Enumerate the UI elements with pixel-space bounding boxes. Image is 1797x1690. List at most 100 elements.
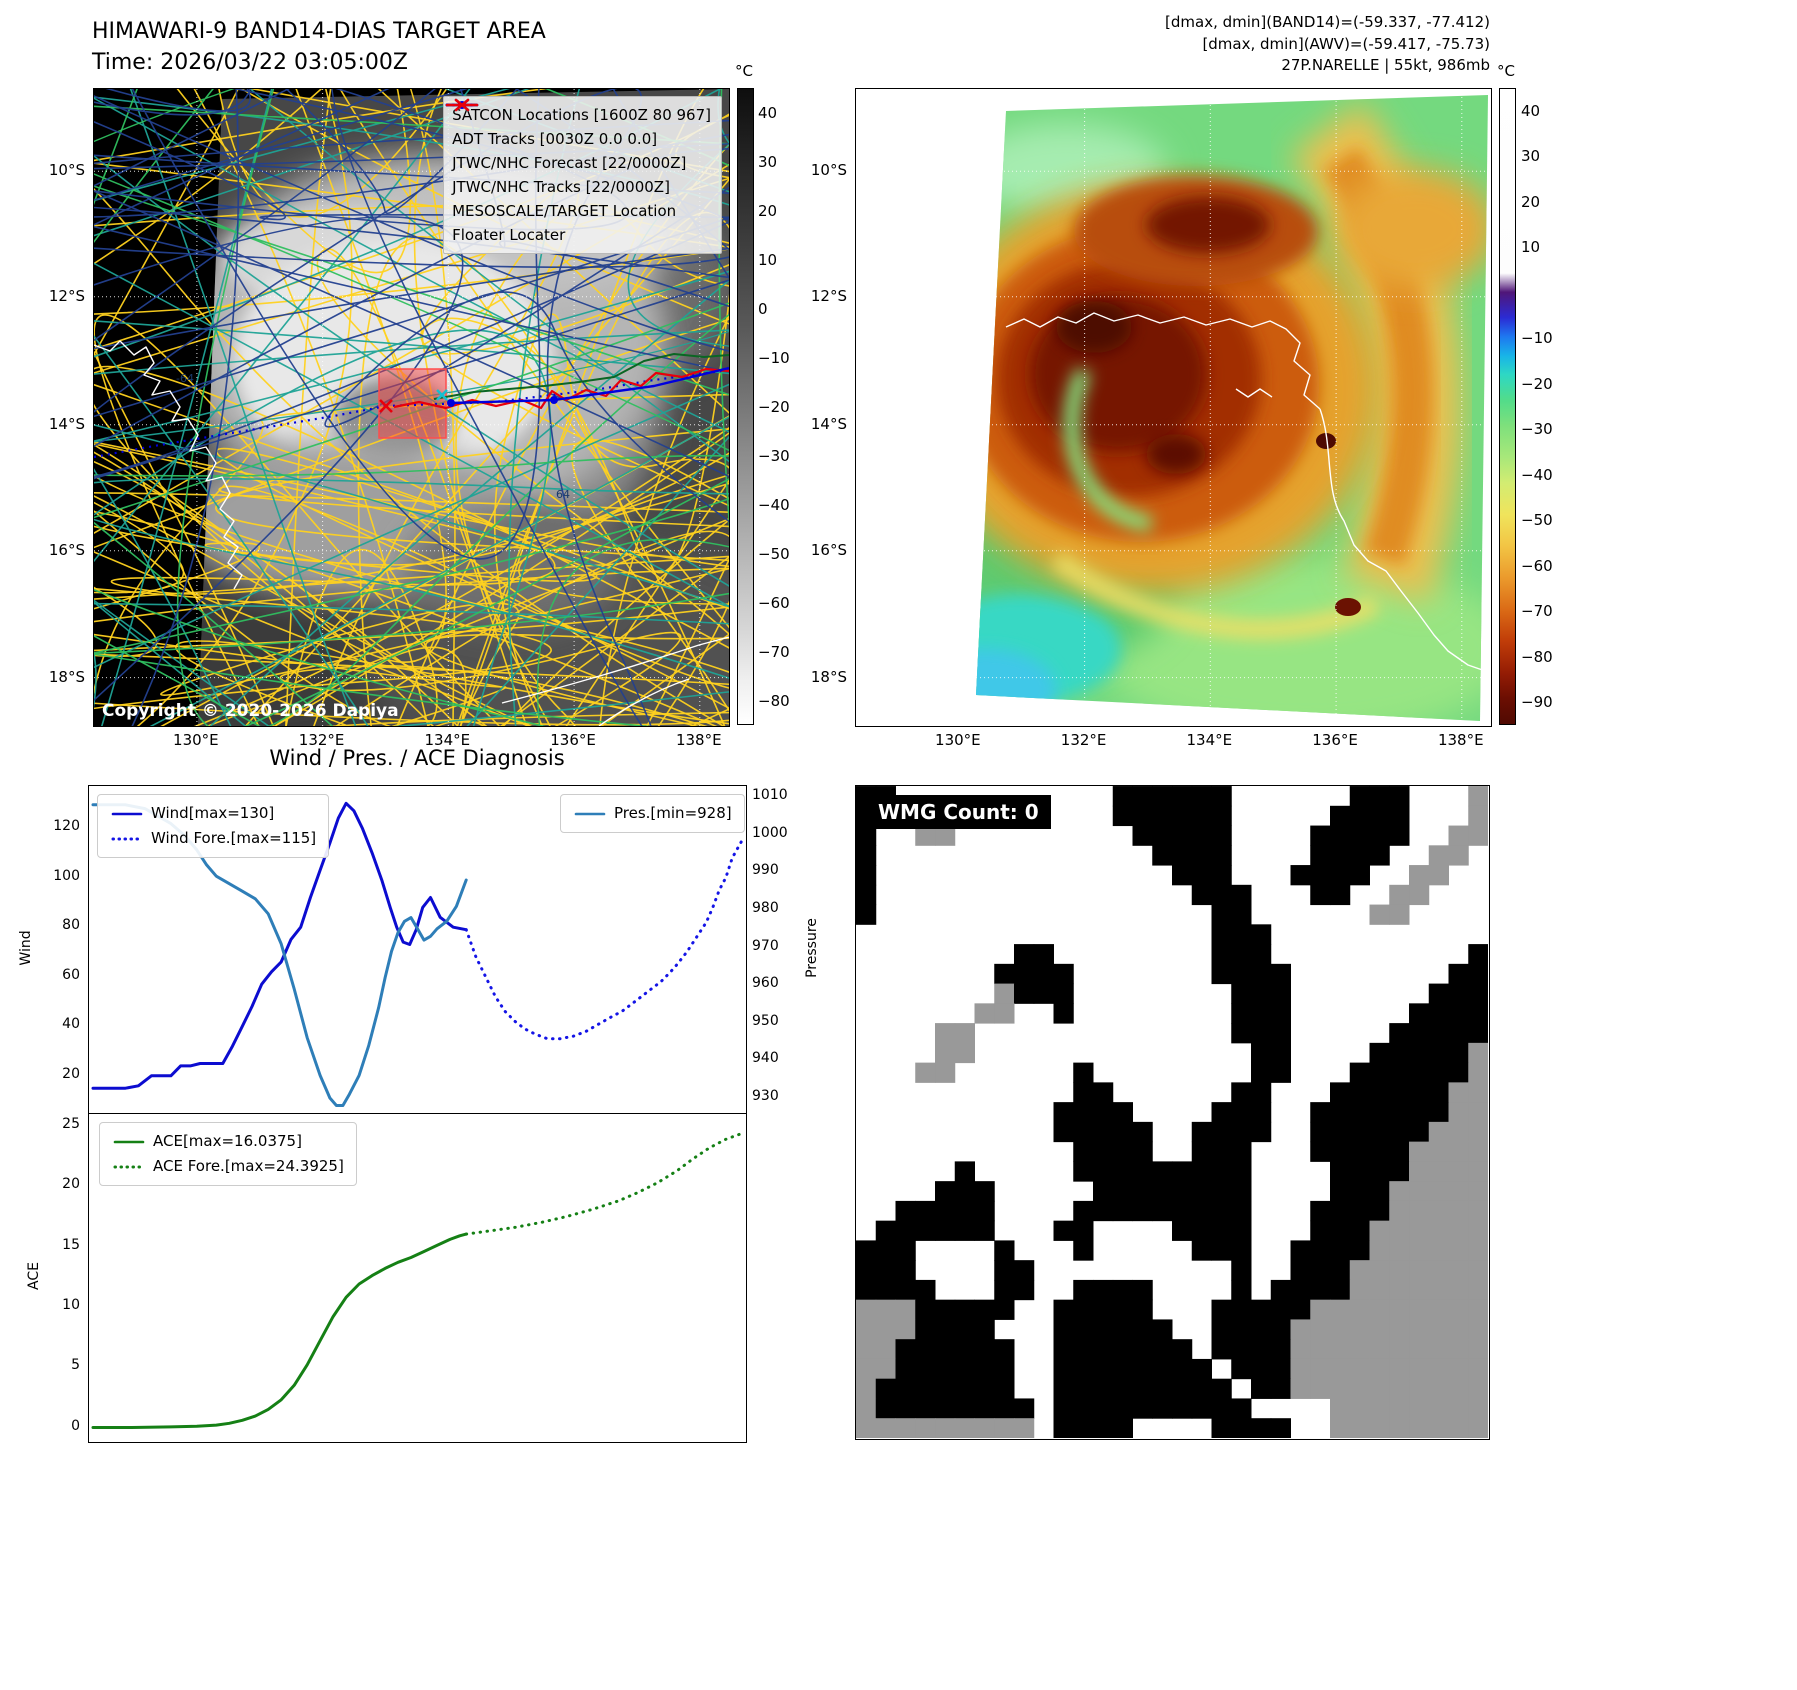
legend-item-label: Wind[max=130] <box>151 804 275 822</box>
colorbar-tick-label: −70 <box>758 642 790 661</box>
colorbar-tick-label: −10 <box>758 348 790 367</box>
colorbar-tick-label: −70 <box>1521 602 1553 621</box>
band14-subtitle: Time: 2026/03/22 03:05:00Z <box>92 50 408 75</box>
band14-title: HIMAWARI-9 BAND14-DIAS TARGET AREA <box>92 19 546 44</box>
chart-legend: Wind[max=130] Wind Fore.[max=115] <box>97 794 330 858</box>
colorbar-tick-label: −60 <box>1521 556 1553 575</box>
y-tick-label: 12°S <box>48 286 85 305</box>
map-legend: SATCON Locations [1600Z 80 967] ADT Track… <box>443 96 722 254</box>
legend-item: JTWC/NHC Forecast [22/0000Z] <box>445 103 711 175</box>
colorbar-tick-label: 40 <box>1521 101 1541 120</box>
legend-item: SATCON Locations [1600Z 80 967] <box>452 98 711 127</box>
legend-item: Wind Fore.[max=115] <box>110 826 316 851</box>
legend-item: ACE Fore.[max=24.3925] <box>112 1154 344 1179</box>
colorbar-tick-label: 20 <box>1521 192 1541 211</box>
ace-tick-label: 10 <box>62 1296 80 1313</box>
x-tick-label: 134°E <box>1186 731 1233 749</box>
x-tick-label: 132°E <box>1060 731 1107 749</box>
band14-colorbar <box>737 88 754 725</box>
wind-tick-label: 40 <box>62 1016 80 1033</box>
diagnosis-title: Wind / Pres. / ACE Diagnosis <box>269 746 565 770</box>
svg-text:-64: -64 <box>176 372 194 385</box>
legend-item-label: SATCON Locations [1600Z 80 967] <box>452 106 711 124</box>
y-tick-label: 14°S <box>48 414 85 433</box>
colorbar-tick-label: −50 <box>1521 511 1553 530</box>
colorbar-tick-label: −20 <box>758 397 790 416</box>
dotted-marker-icon <box>111 837 143 840</box>
legend-item-label: MESOSCALE/TARGET Location <box>452 202 677 220</box>
legend-item: ACE[max=16.0375] <box>112 1129 344 1154</box>
x-tick-label: 136°E <box>1312 731 1358 749</box>
pressure-tick-label: 930 <box>752 1087 779 1104</box>
legend-item: Wind[max=130] <box>110 801 316 826</box>
wind-tick-label: 100 <box>53 867 80 884</box>
y-tick-label: 18°S <box>810 667 847 686</box>
legend-item-label: JTWC/NHC Forecast [22/0000Z] <box>452 154 687 172</box>
storm-id-intensity: 27P.NARELLE | 55kt, 986mb <box>1281 56 1490 74</box>
dotted-marker-icon <box>113 1165 145 1168</box>
colorbar-tick-label: −30 <box>1521 420 1553 439</box>
y-tick-label: 12°S <box>810 286 847 305</box>
legend-item: Pres.[min=928] <box>573 801 732 826</box>
legend-item-label: Floater Locater <box>452 226 566 244</box>
band14-map-panel: -64 64 SATCON Locations [1600Z 80 967] ADT… <box>93 88 730 727</box>
wind-tick-label: 60 <box>62 966 80 983</box>
ace-tick-label: 0 <box>71 1417 80 1434</box>
awv-header: [dmax, dmin](BAND14)=(-59.337, -77.412) … <box>1165 12 1490 77</box>
x-tick-label: 132°E <box>298 731 345 749</box>
dmax-dmin-awv: [dmax, dmin](AWV)=(-59.417, -75.73) <box>1202 34 1490 53</box>
colorbar-tick-label: −50 <box>758 544 790 563</box>
y-tick-label: 10°S <box>810 161 847 180</box>
awv-colorbar-unit: °C <box>1497 62 1515 80</box>
colorbar-tick-label: −20 <box>1521 374 1553 393</box>
band14-colorbar-unit: °C <box>735 62 753 80</box>
colorbar-tick-label: −40 <box>1521 465 1553 484</box>
pressure-tick-label: 1010 <box>752 787 788 804</box>
colorbar-tick-label: 10 <box>1521 238 1541 257</box>
y-tick-label: 16°S <box>810 540 847 559</box>
wind-tick-label: 80 <box>62 917 80 934</box>
wmg-panel: WMG Count: 0 <box>855 785 1490 1440</box>
ace-tick-label: 20 <box>62 1176 80 1193</box>
x-tick-label: 130°E <box>935 731 981 749</box>
legend-item: JTWC/NHC Tracks [22/0000Z] <box>445 101 711 199</box>
line-marker-icon <box>445 103 479 107</box>
pressure-tick-label: 980 <box>752 900 779 917</box>
legend-item: MESOSCALE/TARGET Location <box>452 98 711 223</box>
colorbar-tick-label: −40 <box>758 495 790 514</box>
legend-item-label: JTWC/NHC Tracks [22/0000Z] <box>452 178 670 196</box>
legend-item-label: ACE Fore.[max=24.3925] <box>153 1157 344 1175</box>
pressure-axis-label: Pressure <box>804 918 820 978</box>
x-tick-label: 134°E <box>424 731 471 749</box>
y-tick-label: 16°S <box>48 540 85 559</box>
legend-item-label: ACE[max=16.0375] <box>153 1132 302 1150</box>
pressure-tick-label: 990 <box>752 862 779 879</box>
x-tick-label: 138°E <box>1437 731 1484 749</box>
chart-legend: Pres.[min=928] <box>560 794 745 833</box>
band14-title-block: HIMAWARI-9 BAND14-DIAS TARGET AREA Time:… <box>92 16 546 78</box>
wmg-grid-image <box>856 786 1488 1438</box>
x-tick-label: 138°E <box>675 731 722 749</box>
colorbar-tick-label: 0 <box>758 299 768 318</box>
colorbar-tick-label: −10 <box>1521 329 1553 348</box>
colorbar-tick-label: −30 <box>758 446 790 465</box>
wmg-count-badge: WMG Count: 0 <box>866 795 1051 829</box>
legend-item-label: Wind Fore.[max=115] <box>151 829 317 847</box>
pressure-tick-label: 950 <box>752 1012 779 1029</box>
line-marker-icon <box>111 812 143 815</box>
legend-item-label: Pres.[min=928] <box>614 804 732 822</box>
ace-tick-label: 15 <box>62 1236 80 1253</box>
wind-tick-label: 120 <box>53 818 80 835</box>
pressure-tick-label: 940 <box>752 1050 779 1067</box>
svg-text:64: 64 <box>556 488 570 501</box>
dmax-dmin-band14: [dmax, dmin](BAND14)=(-59.337, -77.412) <box>1165 13 1490 31</box>
y-tick-label: 18°S <box>48 667 85 686</box>
colorbar-tick-label: −80 <box>1521 647 1553 666</box>
line-marker-icon <box>113 1140 145 1143</box>
colorbar-tick-label: 10 <box>758 250 778 269</box>
legend-item: ADT Tracks [0030Z 0.0 0.0] <box>445 103 711 151</box>
x-tick-label: 136°E <box>550 731 596 749</box>
colorbar-tick-label: −60 <box>758 593 790 612</box>
ace-tick-label: 25 <box>62 1116 80 1133</box>
colorbar-tick-label: 30 <box>1521 147 1541 166</box>
